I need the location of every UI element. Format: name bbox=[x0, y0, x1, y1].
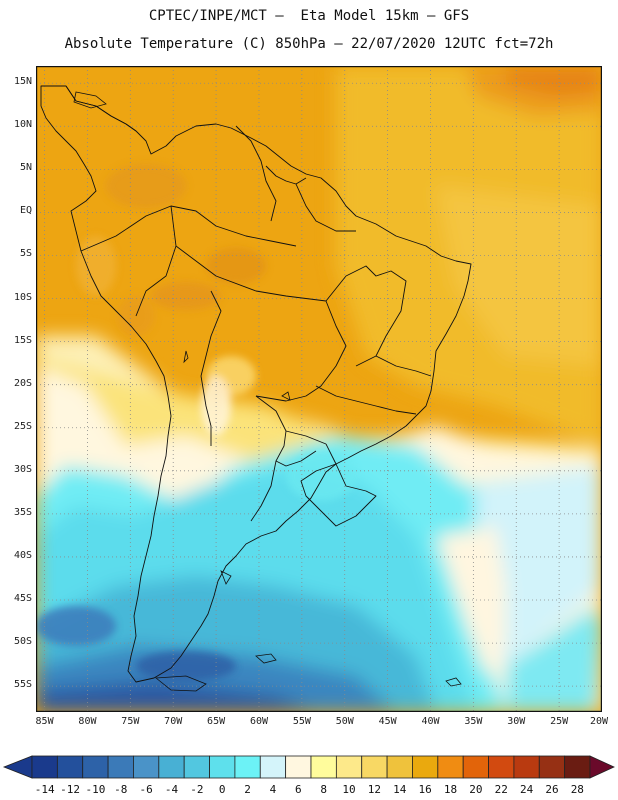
colorbar-label: 24 bbox=[519, 783, 534, 796]
longitude-label: 85W bbox=[35, 716, 54, 727]
map-title-line2: Absolute Temperature (C) 850hPa – 22/07/… bbox=[64, 36, 554, 52]
colorbar-swatch bbox=[538, 755, 566, 779]
longitude-label: 25W bbox=[550, 716, 569, 727]
latitude-label: 20S bbox=[13, 377, 32, 389]
longitude-label: 80W bbox=[78, 716, 97, 727]
colorbar-label: 28 bbox=[570, 783, 584, 796]
colorbar-swatch bbox=[285, 755, 312, 779]
colorbar-label: 2 bbox=[244, 783, 251, 796]
latitude-label: 15S bbox=[13, 334, 32, 346]
colorbar-label: 26 bbox=[545, 783, 559, 796]
colorbar-label: 22 bbox=[494, 783, 508, 796]
colorbar-swatch bbox=[412, 755, 439, 779]
latitude-label: 10S bbox=[13, 291, 32, 303]
colorbar-label: 12 bbox=[367, 783, 382, 796]
colorbar-label: -6 bbox=[139, 783, 153, 796]
latitude-label: 5S bbox=[19, 248, 32, 260]
latitude-label: 50S bbox=[13, 636, 32, 648]
temperature-map bbox=[36, 66, 602, 712]
temperature-field bbox=[36, 66, 602, 712]
colorbar-swatch bbox=[335, 755, 363, 779]
colorbar-label: -14 bbox=[34, 783, 55, 796]
colorbar-swatch bbox=[82, 755, 109, 779]
colorbar-swatch bbox=[56, 755, 84, 779]
longitude-label: 70W bbox=[164, 716, 183, 727]
colorbar-swatch bbox=[513, 755, 540, 779]
colorbar-label: -10 bbox=[85, 783, 106, 796]
latitude-label: 40S bbox=[13, 549, 32, 561]
colorbar-swatch bbox=[361, 755, 388, 779]
colorbar-swatch bbox=[158, 755, 185, 779]
colorbar-swatch bbox=[31, 755, 58, 779]
latitude-label: 5N bbox=[19, 162, 32, 174]
colorbar-label: 10 bbox=[342, 783, 356, 796]
colorbar-label: 8 bbox=[320, 783, 327, 796]
map-frame bbox=[36, 66, 602, 712]
colorbar-swatch bbox=[234, 755, 261, 779]
longitude-label: 45W bbox=[378, 716, 397, 727]
longitude-label: 40W bbox=[421, 716, 440, 727]
map-title-line1: CPTEC/INPE/MCT – Eta Model 15km – GFS bbox=[148, 8, 470, 24]
colorbar-label: 16 bbox=[418, 783, 432, 796]
longitude-label: 30W bbox=[507, 716, 526, 727]
colorbar-overflow-triangle bbox=[589, 755, 615, 779]
colorbar-label: 20 bbox=[469, 783, 483, 796]
islands-lakes bbox=[73, 91, 462, 692]
colorbar-swatch bbox=[209, 755, 236, 779]
latitude-label: 35S bbox=[13, 506, 32, 518]
longitude-label: 75W bbox=[121, 716, 140, 727]
colorbar-swatch bbox=[107, 755, 134, 779]
longitude-label: 65W bbox=[207, 716, 226, 727]
colorbar-swatch bbox=[259, 755, 287, 779]
colorbar-label: 18 bbox=[443, 783, 458, 796]
colorbar-label: -4 bbox=[164, 783, 179, 796]
latitude-label: 30S bbox=[13, 463, 32, 475]
colorbar-swatch bbox=[183, 755, 210, 779]
colorbar-label: 14 bbox=[393, 783, 407, 796]
latitude-label: 45S bbox=[13, 593, 32, 605]
coastline-boundaries bbox=[40, 85, 472, 683]
colorbar-swatch bbox=[437, 755, 464, 779]
colorbar bbox=[2, 755, 615, 779]
latitude-label: 25S bbox=[13, 420, 32, 432]
colorbar-label: -12 bbox=[60, 783, 80, 796]
colorbar-label: 4 bbox=[269, 783, 277, 796]
colorbar-label: 0 bbox=[218, 783, 226, 796]
longitude-label: 20W bbox=[589, 716, 609, 727]
colorbar-swatch bbox=[462, 755, 489, 779]
colorbar-label: 6 bbox=[295, 783, 302, 796]
colorbar-label: -2 bbox=[190, 783, 204, 796]
longitude-label: 35W bbox=[464, 716, 483, 727]
colorbar-swatch bbox=[133, 755, 160, 779]
longitude-label: 50W bbox=[335, 716, 354, 727]
colorbar-swatch bbox=[488, 755, 515, 779]
colorbar-swatch bbox=[386, 755, 413, 779]
latitude-label: 15N bbox=[13, 76, 32, 88]
colorbar-swatch bbox=[564, 755, 591, 779]
latitude-label: 10N bbox=[13, 119, 32, 131]
latitude-label: EQ bbox=[19, 205, 32, 217]
colorbar-underflow-triangle bbox=[2, 755, 33, 779]
longitude-label: 60W bbox=[249, 716, 268, 727]
colorbar-swatch bbox=[310, 755, 337, 779]
colorbar-label: -8 bbox=[114, 783, 128, 796]
longitude-label: 55W bbox=[292, 716, 311, 727]
latitude-label: 55S bbox=[13, 679, 32, 691]
